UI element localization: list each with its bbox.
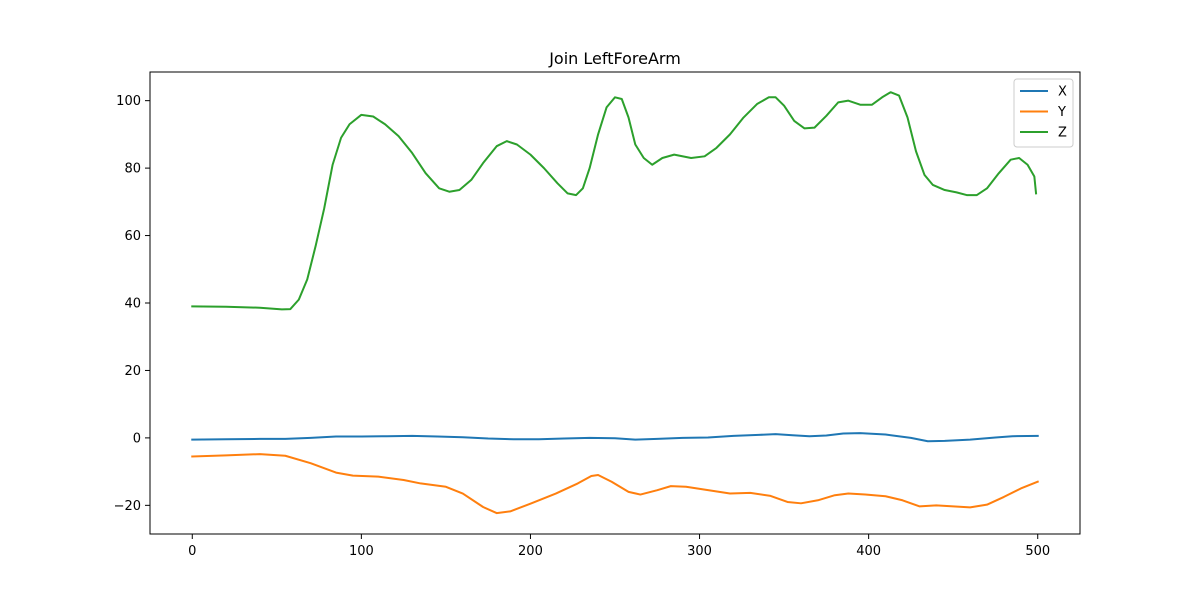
chart-title: Join LeftForeArm: [548, 49, 681, 68]
y-tick-label: 40: [124, 297, 141, 312]
legend-label-z: Z: [1058, 126, 1067, 141]
x-tick-label: 100: [349, 544, 374, 559]
y-tick-label: 80: [124, 162, 141, 177]
series-line-x: [191, 432, 1039, 443]
x-tick-label: 0: [188, 544, 196, 559]
legend: XYZ: [1013, 78, 1074, 148]
x-tick-label: 500: [1025, 544, 1050, 559]
series-line-y: [191, 453, 1040, 515]
y-axis: −20 0 20 40 60 80 100: [114, 94, 150, 514]
x-axis: 0 100 200 300 400 500: [188, 534, 1050, 559]
series-line-z: [191, 91, 1038, 311]
legend-label-y: Y: [1057, 105, 1066, 120]
y-tick-label: 0: [133, 431, 141, 446]
y-tick-label: 60: [124, 229, 141, 244]
x-tick-label: 400: [856, 544, 881, 559]
legend-label-x: X: [1058, 85, 1067, 100]
y-tick-label: 20: [124, 364, 141, 379]
legend-box: [1013, 78, 1074, 148]
y-tick-label: 100: [116, 94, 141, 109]
y-tick-label: −20: [114, 499, 141, 514]
series-layer: [191, 91, 1040, 515]
x-tick-label: 300: [687, 544, 712, 559]
x-tick-label: 200: [518, 544, 543, 559]
